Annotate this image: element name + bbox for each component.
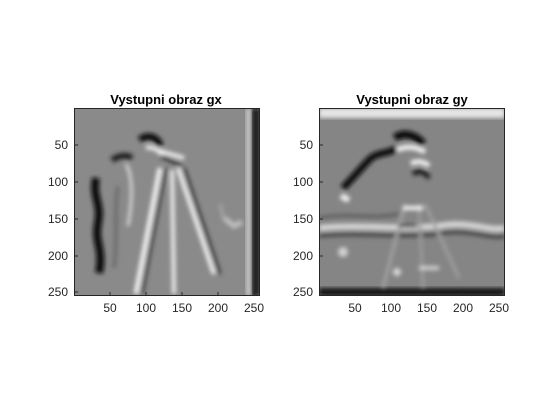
xtick-label: 150 <box>416 301 438 315</box>
image-gy <box>319 108 505 296</box>
xtick-label: 200 <box>207 301 229 315</box>
axes-gx[interactable] <box>74 108 260 296</box>
ytick-label: 250 <box>47 285 68 299</box>
xtick-label: 100 <box>135 301 157 315</box>
plot-title-gx: Vystupni obraz gx <box>110 92 222 107</box>
xtick-label: 150 <box>171 301 193 315</box>
xtick-label: 250 <box>488 301 510 315</box>
xtick-label: 250 <box>243 301 265 315</box>
ytick-label: 150 <box>47 212 68 226</box>
ytick-label: 50 <box>54 138 68 152</box>
image-gx <box>74 108 260 296</box>
xtick-label: 200 <box>452 301 474 315</box>
ytick-label: 150 <box>292 212 313 226</box>
ytick-label: 100 <box>47 175 68 189</box>
xtick-label: 50 <box>348 301 362 315</box>
ytick-label: 50 <box>299 138 313 152</box>
xtick-label: 50 <box>103 301 117 315</box>
ytick-label: 200 <box>292 249 313 263</box>
xtick-label: 100 <box>380 301 402 315</box>
ytick-label: 200 <box>47 249 68 263</box>
ytick-label: 250 <box>292 285 313 299</box>
axes-gy[interactable] <box>319 108 505 296</box>
plot-title-gy: Vystupni obraz gy <box>356 92 468 107</box>
ytick-label: 100 <box>292 175 313 189</box>
